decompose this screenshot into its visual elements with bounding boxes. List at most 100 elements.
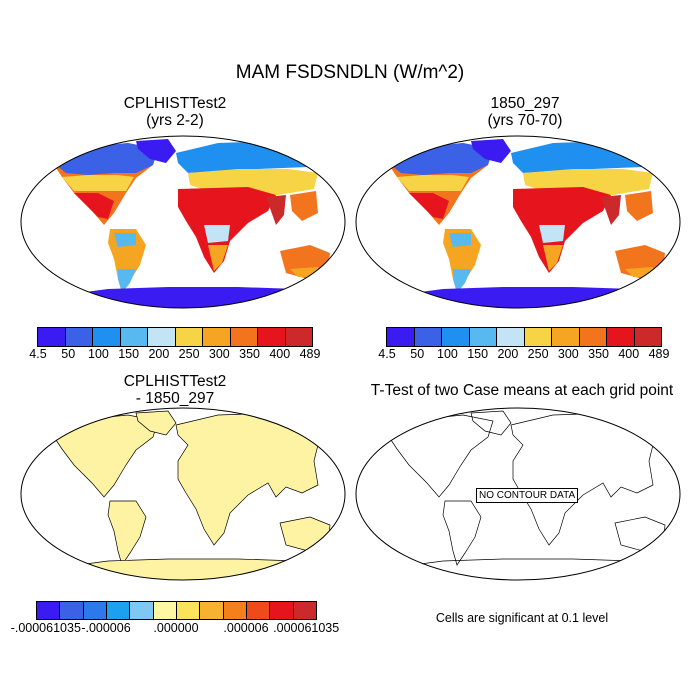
colorbar-cell: [414, 328, 442, 346]
india-region: [601, 195, 621, 225]
colorbar-cell: [120, 328, 148, 346]
greenland: [136, 139, 176, 163]
south-america-south: [118, 269, 136, 293]
greenland-outline: [470, 410, 512, 436]
colorbar-tick-label: 50: [410, 347, 425, 361]
mexico-region: [409, 193, 449, 219]
panel-2-title-line2: (yrs 70-70): [487, 112, 563, 129]
colorbar-tick-label: 4.5: [29, 347, 47, 361]
colorbar-panel-2: [386, 327, 662, 347]
panel-4-title: T-Test of two Case means at each grid po…: [352, 382, 692, 399]
antarctica-outline: [21, 558, 345, 580]
map-panel-1: [20, 135, 346, 309]
colorbar-cell: [387, 328, 415, 346]
colorbar-cell: [293, 602, 316, 619]
colorbar-cell: [83, 602, 107, 619]
north-america-outline: [52, 414, 159, 498]
colorbar-cell: [203, 328, 231, 346]
southern-africa: [208, 245, 228, 271]
panel-2-title: 1850_297 (yrs 70-70): [395, 95, 655, 129]
south-america-south: [453, 269, 471, 293]
north-america-mid: [62, 175, 134, 191]
north-america-outline: [387, 414, 494, 498]
colorbar-tick-label: 250: [527, 347, 549, 361]
antarctica: [356, 287, 680, 308]
colorbar-tick-label: 350: [239, 347, 260, 361]
greenland-outline: [135, 410, 177, 436]
north-america-mid: [397, 175, 469, 191]
colorbar-tick-label: 250: [178, 347, 200, 361]
greenland: [471, 139, 511, 163]
map-panel-4: [355, 407, 681, 581]
colorbar-tick-label: 4.5: [378, 347, 396, 361]
south-america-outline: [442, 500, 482, 566]
colorbar-cell: [497, 328, 525, 346]
no-contour-data-label: NO CONTOUR DATA: [476, 488, 579, 503]
map-panel-3: [20, 407, 346, 581]
panel-3-title-line2: - 1850_297: [135, 390, 215, 407]
panel-3-title: CPLHISTTest2 - 1850_297: [45, 373, 305, 407]
colorbar-tick-label: -.000006: [81, 621, 131, 635]
colorbar-cell: [37, 602, 61, 619]
colorbar-tick-label: 489: [299, 347, 321, 361]
colorbar-tick-label: 150: [118, 347, 140, 361]
colorbar-cell: [38, 328, 66, 346]
colorbar-cell: [285, 328, 312, 346]
colorbar-cell: [230, 328, 258, 346]
australia-outline: [614, 516, 666, 552]
colorbar-tick-label: 100: [88, 347, 109, 361]
colorbar-tick-label: 400: [269, 347, 291, 361]
colorbar-tick-label: 400: [618, 347, 640, 361]
colorbar-tick-label: 200: [148, 347, 170, 361]
colorbar-tick-label: .000000: [153, 621, 199, 635]
colorbar-cell: [270, 602, 294, 619]
colorbar-tick-label: 100: [437, 347, 458, 361]
central-africa: [204, 225, 230, 243]
se-asia-region: [625, 191, 653, 221]
panel-4-title-line1: T-Test of two Case means at each grid po…: [370, 382, 674, 399]
colorbar-cell: [153, 602, 177, 619]
significance-note: Cells are significant at 0.1 level: [435, 611, 609, 625]
colorbar-tick-label: 300: [557, 347, 579, 361]
colorbar-difference: [36, 601, 317, 620]
mexico-region: [74, 193, 114, 219]
se-asia-region: [290, 191, 318, 221]
colorbar-cell: [200, 602, 224, 619]
antarctica: [21, 287, 345, 308]
colorbar-tick-label: 150: [467, 347, 489, 361]
colorbar-cell: [93, 328, 121, 346]
amazon-region: [449, 233, 471, 247]
colorbar-cell: [106, 602, 131, 619]
colorbar-panel-1: [37, 327, 313, 347]
colorbar-cell: [223, 602, 247, 619]
colorbar-tick-label: 50: [61, 347, 76, 361]
colorbar-cell: [579, 328, 607, 346]
eurasia-africa-outline: [510, 412, 672, 546]
colorbar-cell: [469, 328, 497, 346]
colorbar-tick-label: -.000061035: [10, 621, 81, 635]
southern-africa: [543, 245, 563, 271]
colorbar-cell: [148, 328, 176, 346]
colorbar-tick-label: 200: [497, 347, 519, 361]
colorbar-tick-label: .000061035: [273, 621, 340, 635]
panel-1-title-line1: CPLHISTTest2: [123, 95, 227, 112]
central-africa: [539, 225, 565, 243]
colorbar-cell: [442, 328, 470, 346]
amazon-region: [114, 233, 136, 247]
colorbar-cell: [552, 328, 580, 346]
panel-1-title-line2: (yrs 2-2): [146, 112, 204, 129]
australia-outline: [279, 516, 331, 552]
colorbar-tick-label: .000006: [223, 621, 269, 635]
colorbar-tick-label: 300: [208, 347, 230, 361]
map-panel-2: [355, 135, 681, 309]
colorbar-cell: [607, 328, 635, 346]
colorbar-cell: [524, 328, 552, 346]
india-region: [266, 195, 286, 225]
colorbar-cell: [258, 328, 286, 346]
south-america-outline: [107, 500, 147, 566]
colorbar-cell: [634, 328, 661, 346]
colorbar-cell: [65, 328, 93, 346]
antarctica-outline: [356, 558, 680, 580]
eurasia-north: [511, 141, 671, 173]
panel-1-title: CPLHISTTest2 (yrs 2-2): [45, 95, 305, 129]
